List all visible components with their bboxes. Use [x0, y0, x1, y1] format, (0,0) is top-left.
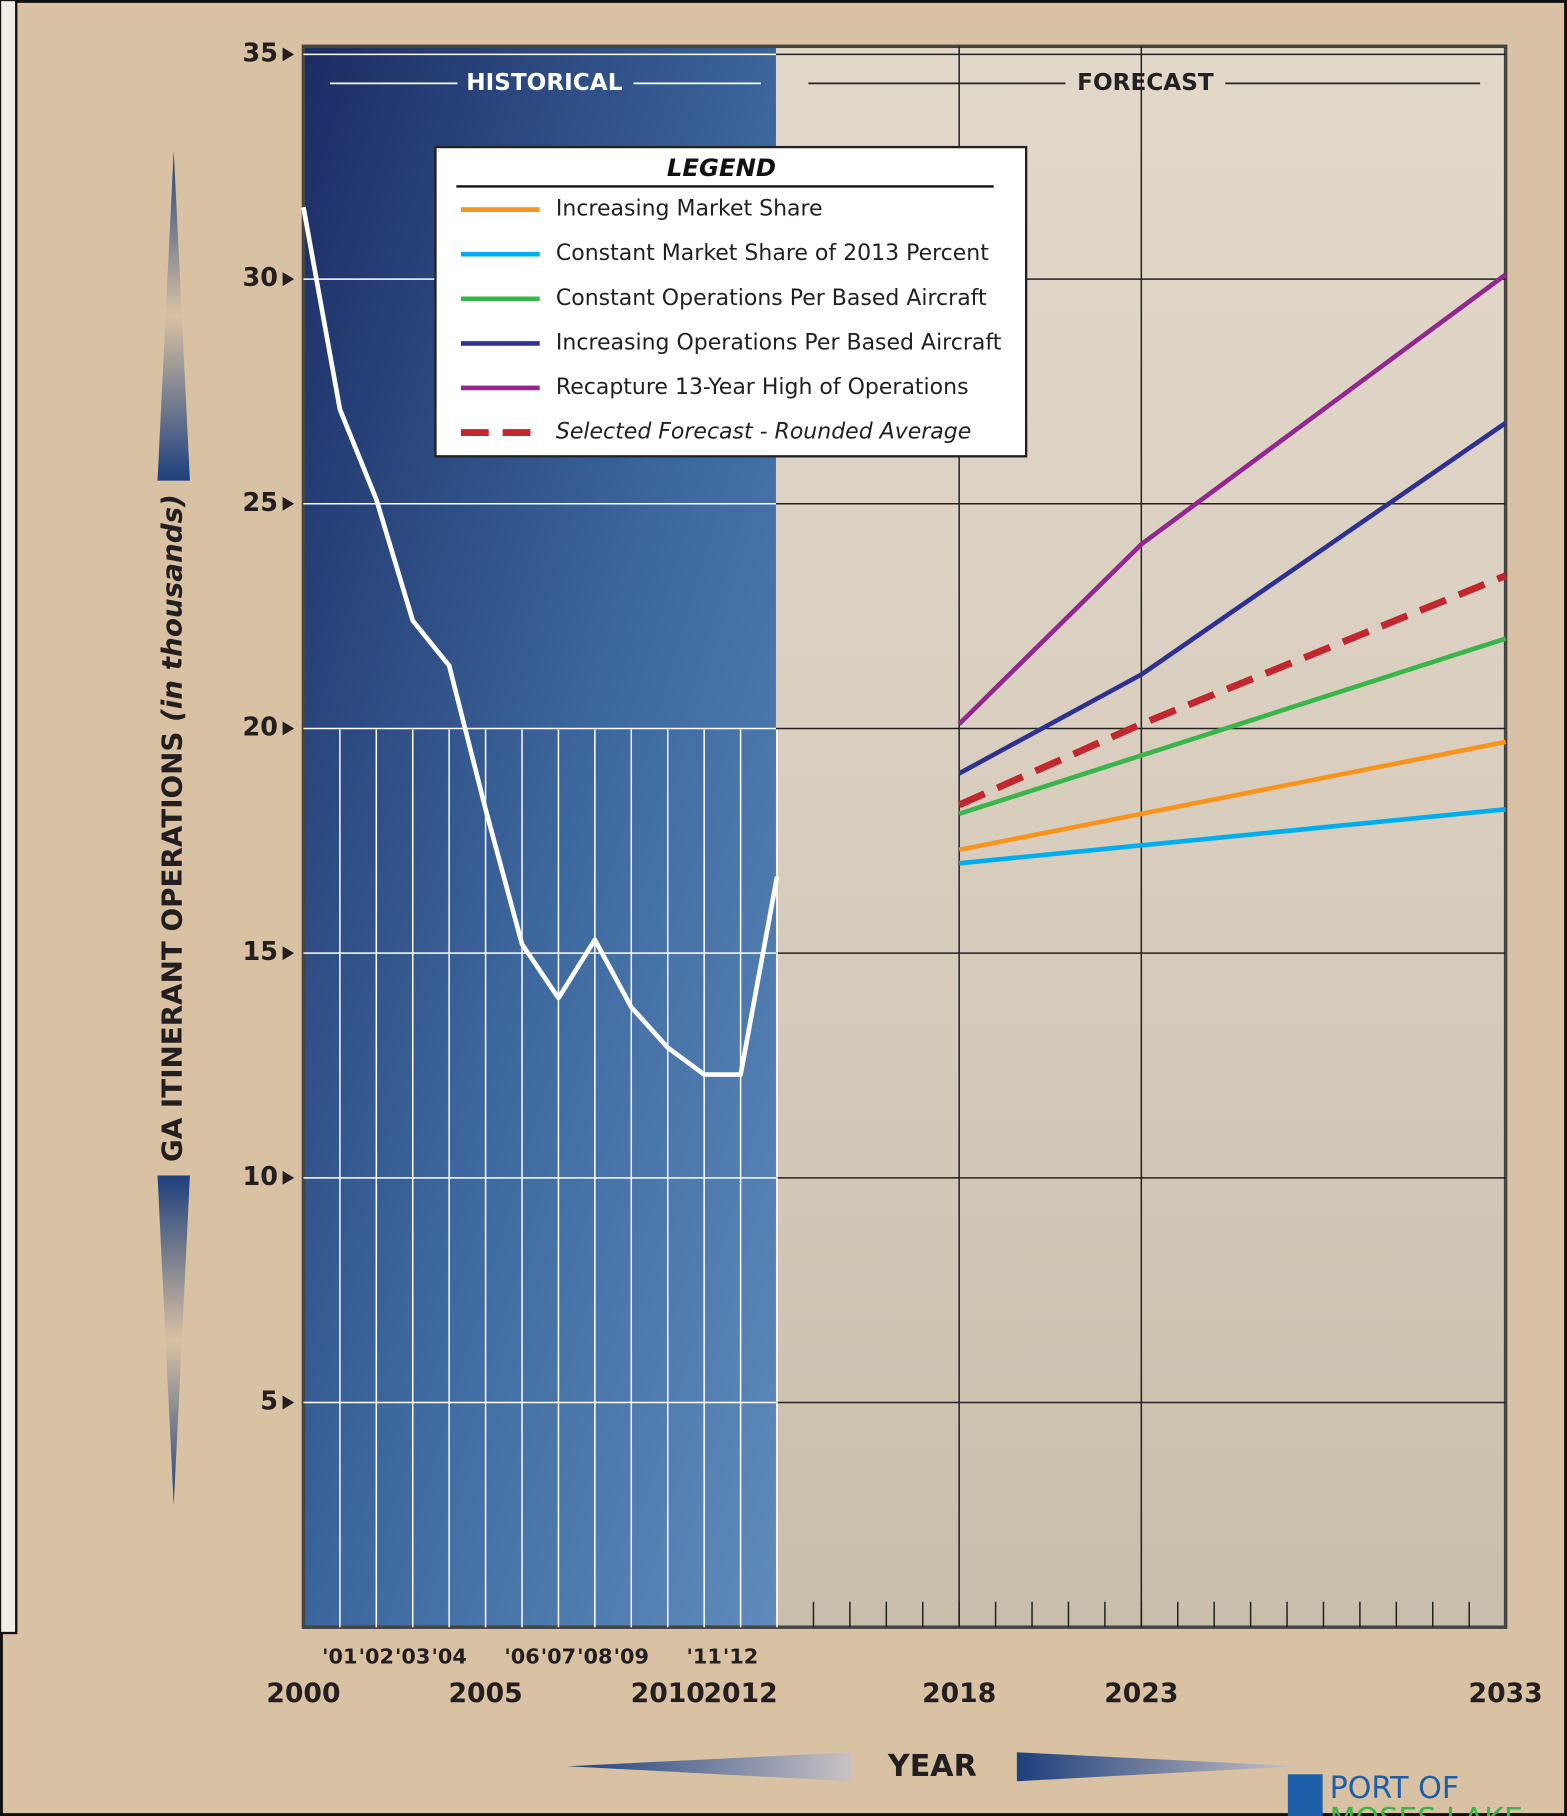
tick-arrow — [282, 946, 295, 961]
legend-label: Constant Operations Per Based Aircraft — [556, 286, 987, 311]
y-tick-label: 35 — [243, 38, 278, 68]
x-minor-label: '06 — [504, 1644, 539, 1668]
x-minor-label: '02 — [359, 1644, 394, 1668]
section-label: FORECAST — [1077, 70, 1214, 96]
arrow-left — [567, 1752, 852, 1782]
tick-arrow — [282, 47, 295, 62]
series-line — [301, 206, 780, 1077]
arrow-down — [157, 1175, 190, 1506]
y-label-note: (in thousands) — [156, 494, 189, 722]
x-minor-label: '01 — [322, 1644, 357, 1668]
x-tick-label: 2018 — [922, 1678, 996, 1709]
series-line — [957, 272, 1507, 726]
series-line — [958, 421, 1507, 776]
arrow-right — [1016, 1752, 1298, 1782]
y-tick-label: 10 — [243, 1162, 278, 1192]
x-minor-label: '08 — [577, 1644, 612, 1668]
series-line — [958, 636, 1507, 817]
grid — [303, 46, 1506, 1628]
arrow-up — [157, 150, 190, 481]
x-tick-label: 2033 — [1469, 1678, 1543, 1709]
x-minor-label: '07 — [541, 1644, 576, 1668]
series-line — [958, 807, 1506, 866]
logo: PORT OF MOSES LAKE — [1287, 1771, 1523, 1816]
logo-text: PORT OF — [1330, 1771, 1460, 1806]
tick-arrow — [282, 721, 295, 736]
y-tick-label: 5 — [260, 1387, 278, 1417]
logo-mark — [1287, 1774, 1323, 1816]
side-strip — [0, 0, 18, 1635]
legend-label: Recapture 13-Year High of Operations — [556, 375, 969, 400]
tick-arrow — [282, 496, 295, 511]
series-line — [957, 572, 1507, 809]
section-header: HISTORICAL FORECAST — [330, 70, 1481, 96]
y-tick-label: 30 — [243, 263, 278, 293]
legend-box — [434, 145, 1028, 458]
series-line — [958, 739, 1507, 853]
tick-arrow — [282, 1395, 295, 1410]
x-tick-label: 2005 — [449, 1678, 523, 1709]
x-tick-label: 2000 — [266, 1678, 340, 1709]
section-label: HISTORICAL — [466, 70, 623, 96]
x-tick-label: 2010 — [631, 1678, 705, 1709]
plot-border — [301, 44, 1508, 1629]
legend: LEGEND Increasing Market Share Constant Ma… — [434, 145, 1028, 458]
y-axis-title: GA ITINERANT OPERATIONS (in thousands) — [156, 494, 189, 1162]
x-minor-label: '04 — [431, 1644, 466, 1668]
y-tick-label: 25 — [243, 488, 278, 518]
logo-text: MOSES LAKE — [1330, 1802, 1523, 1816]
legend-label: Selected Forecast - Rounded Average — [556, 420, 971, 445]
y-tick-label: 15 — [243, 937, 278, 967]
x-minor-label: '09 — [614, 1644, 649, 1668]
x-minor-label: '03 — [395, 1644, 430, 1668]
x-minor-label: '11 — [686, 1644, 721, 1668]
x-minor-label: '12 — [723, 1644, 758, 1668]
x-tick-label: 2012 — [704, 1678, 778, 1709]
tick-arrow — [282, 272, 295, 287]
x-axis-title: YEAR — [887, 1749, 977, 1784]
y-label: GA ITINERANT OPERATIONS — [156, 732, 189, 1162]
tick-arrow — [282, 1170, 295, 1185]
legend-label: Increasing Operations Per Based Aircraft — [556, 330, 1002, 355]
legend-label: Constant Market Share of 2013 Percent — [556, 241, 989, 266]
x-tick-label: 2023 — [1104, 1678, 1178, 1709]
y-tick-label: 20 — [243, 712, 278, 742]
legend-label: Increasing Market Share — [556, 197, 823, 222]
legend-title: LEGEND — [667, 153, 776, 182]
